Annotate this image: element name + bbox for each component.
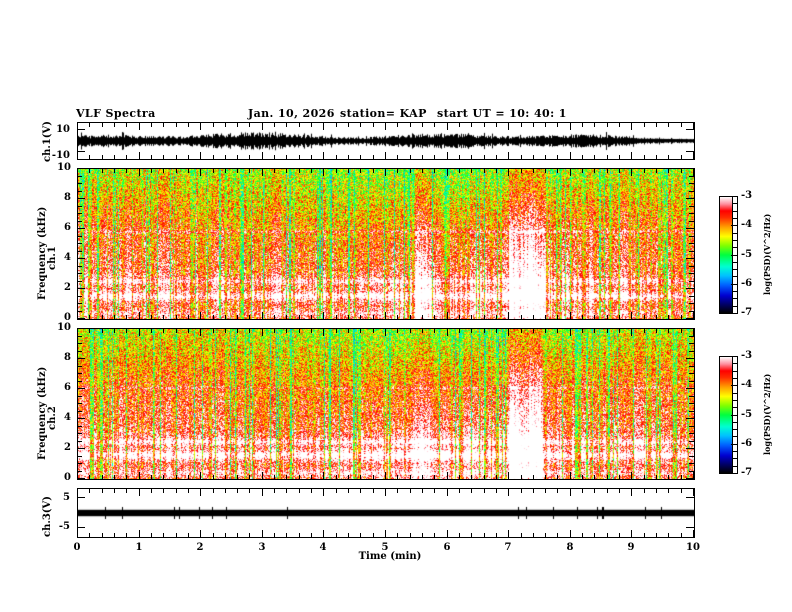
ytick-label: 0 (64, 312, 71, 323)
xtick-label-7: 7 (504, 542, 512, 553)
ytick-label: 10 (57, 162, 71, 173)
xtick-label-5: 5 (381, 542, 389, 553)
ch1-waveform-ylabel: ch.1(V) (42, 120, 53, 162)
colorbar-tick (731, 415, 738, 416)
xtick-label-4: 4 (319, 542, 327, 553)
ch1-ytick-m10: -10 (51, 150, 70, 161)
xtick-label-2: 2 (196, 542, 204, 553)
ytick-label: 8 (64, 352, 71, 363)
ch1-spectrogram-image (78, 169, 694, 319)
colorbar-tick (731, 313, 738, 314)
ch2-spectrogram-ylabel-line2: Frequency (kHz) (37, 366, 48, 460)
ch1-spectrogram-ylabel-line1: ch.1 (47, 246, 58, 270)
colorbar-tick-label: -7 (741, 307, 753, 318)
ytick-label: 2 (64, 282, 71, 293)
xtick-label-1: 1 (135, 542, 143, 553)
xtick-label-6: 6 (443, 542, 451, 553)
ytick-label: 4 (64, 252, 71, 263)
xtick-label-10: 10 (686, 542, 700, 553)
colorbar-tick (731, 385, 738, 386)
panel-ch1-waveform (77, 122, 695, 160)
colorbar-tick-label: -4 (741, 219, 753, 230)
xtick-label-3: 3 (258, 542, 266, 553)
panel-ch2-spectrogram (77, 328, 695, 480)
ch1-waveform-trace (78, 123, 694, 159)
xtick-label-9: 9 (627, 542, 635, 553)
colorbar-tick (731, 196, 738, 197)
ytick-label: 8 (64, 192, 71, 203)
colorbar-ch2-label: log(PSD)(V^2/Hz) (762, 373, 772, 455)
x-axis-title: Time (min) (358, 551, 422, 562)
colorbar-tick-label: -3 (741, 190, 753, 201)
colorbar-tick-label: -3 (741, 350, 753, 361)
ch3-ytick-5: 5 (63, 492, 70, 503)
figure-date: Jan. 10, 2026 (248, 107, 335, 120)
panel-ch3-waveform (77, 488, 695, 538)
ytick-label: 0 (64, 472, 71, 483)
colorbar-ch1-label: log(PSD)(V^2/Hz) (762, 213, 772, 295)
colorbar-tick (731, 284, 738, 285)
colorbar-tick-label: -4 (741, 379, 753, 390)
xtick-label-0: 0 (73, 542, 81, 553)
ch1-ytick-10: 10 (56, 124, 70, 135)
colorbar-tick-label: -5 (741, 249, 753, 260)
figure-start-ut: start UT = 10: 40: 1 (437, 107, 567, 120)
colorbar-tick (731, 444, 738, 445)
colorbar-tick-label: -6 (741, 438, 753, 449)
ch1-spectrogram-ylabel-line2: Frequency (kHz) (37, 206, 48, 300)
ch2-spectrogram-image (78, 329, 694, 479)
ytick-label: 6 (64, 382, 71, 393)
ch3-waveform-trace (78, 489, 694, 537)
colorbar-tick (731, 356, 738, 357)
ch3-ytick-m5: -5 (58, 521, 70, 532)
colorbar-tick (731, 225, 738, 226)
colorbar-tick (731, 473, 738, 474)
ch2-spectrogram-ylabel-line1: ch.2 (47, 406, 58, 430)
ytick-label: 10 (57, 322, 71, 333)
ytick-label: 6 (64, 222, 71, 233)
figure-title: VLF Spectra (76, 107, 156, 120)
colorbar-tick (731, 255, 738, 256)
xtick-label-8: 8 (566, 542, 574, 553)
colorbar-tick-label: -7 (741, 467, 753, 478)
ytick-label: 4 (64, 412, 71, 423)
figure-station: station= KAP (340, 107, 427, 120)
ch3-waveform-ylabel: ch.3(V) (42, 495, 53, 537)
panel-ch1-spectrogram (77, 168, 695, 320)
colorbar-tick-label: -5 (741, 409, 753, 420)
colorbar-tick-label: -6 (741, 278, 753, 289)
figure-header: VLF Spectra Jan. 10, 2026 station= KAP s… (0, 107, 792, 121)
ytick-label: 2 (64, 442, 71, 453)
